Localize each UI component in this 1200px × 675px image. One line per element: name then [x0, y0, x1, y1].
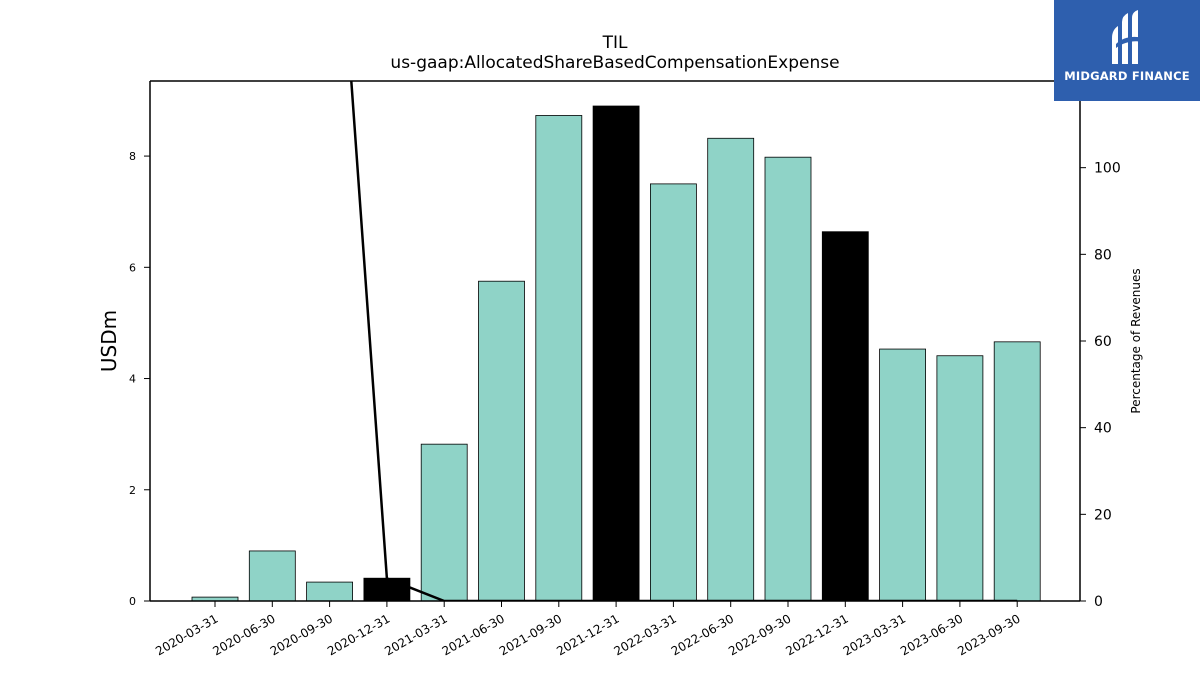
x-tick-label: 2021-12-31	[554, 611, 621, 658]
x-tick-label: 2022-06-30	[669, 611, 736, 658]
chart-subtitle: us-gaap:AllocatedShareBasedCompensationE…	[390, 53, 839, 73]
x-tick-label: 2020-06-30	[210, 611, 277, 658]
y2-tick-label: 60	[1094, 334, 1112, 350]
logo-text: MIDGARD FINANCE	[1064, 69, 1190, 83]
chart-title: TIL	[602, 33, 628, 53]
x-tick-label: 2021-09-30	[497, 611, 564, 658]
x-tick-label: 2022-09-30	[726, 611, 793, 658]
bar-2023-03-31	[879, 348, 926, 602]
y2-tick-label: 100	[1094, 161, 1121, 177]
x-tick-label: 2020-09-30	[268, 611, 335, 658]
x-tick-label: 2021-06-30	[440, 611, 507, 658]
y2-axis-label: Percentage of Revenues	[1129, 268, 1143, 413]
y2-tick-label: 20	[1094, 507, 1112, 523]
y-tick-label: 6	[129, 261, 136, 274]
bar-2022-03-31	[650, 183, 697, 602]
x-tick-label: 2023-09-30	[955, 611, 1022, 658]
bar-2020-06-30	[248, 550, 296, 602]
bars-layer	[191, 105, 1041, 602]
bar-2020-12-31	[363, 577, 411, 602]
bar-2021-09-30	[535, 115, 583, 602]
y-tick-label: 0	[129, 595, 136, 608]
y-tick-label: 4	[129, 373, 136, 386]
bar-2021-03-31	[420, 443, 468, 602]
x-tick-label: 2020-03-31	[153, 611, 220, 658]
y2-tick-label: 80	[1094, 247, 1112, 263]
bar-2022-06-30	[707, 137, 755, 602]
x-tick-label: 2023-03-31	[841, 611, 908, 658]
bar-2022-09-30	[764, 156, 812, 602]
y-tick-label: 2	[129, 484, 136, 497]
x-tick-label: 2023-06-30	[898, 611, 965, 658]
y2-tick-label: 40	[1094, 421, 1112, 437]
midgard-finance-logo: MIDGARD FINANCE	[1054, 0, 1200, 101]
x-tick-label: 2022-03-31	[611, 611, 678, 658]
bar-2020-09-30	[306, 581, 354, 602]
bar-2023-06-30	[936, 355, 984, 602]
x-tick-label: 2022-12-31	[783, 611, 850, 658]
bar-2022-12-31	[821, 231, 869, 602]
x-tick-label: 2020-12-31	[325, 611, 392, 658]
bar-2021-12-31	[592, 105, 640, 602]
y-tick-label: 8	[129, 150, 136, 163]
x-tick-label: 2021-03-31	[382, 611, 449, 658]
bar-2023-09-30	[993, 341, 1041, 602]
logo-mark-icon	[1112, 10, 1144, 64]
y-axis-label: USDm	[97, 310, 121, 372]
y2-tick-label: 0	[1094, 594, 1103, 610]
bar-2021-06-30	[478, 280, 525, 602]
